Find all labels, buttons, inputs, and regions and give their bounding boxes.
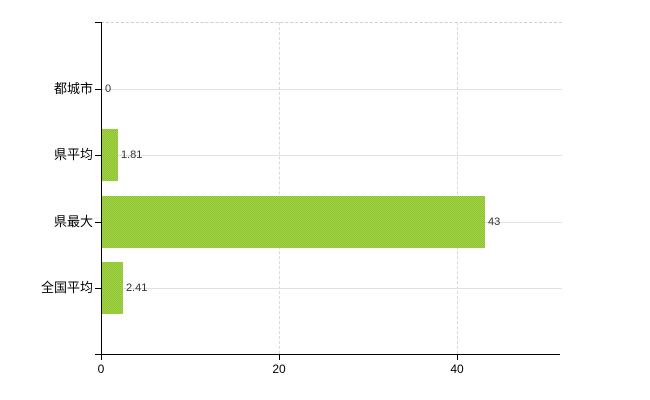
x-tick: [101, 354, 102, 360]
x-tick: [279, 354, 280, 360]
h-gridline: [102, 288, 562, 289]
y-tick: [95, 222, 101, 223]
category-label: 全国平均: [40, 280, 93, 295]
y-tick: [95, 89, 101, 90]
value-label: 1.81: [121, 149, 143, 161]
value-label: 0: [105, 83, 112, 95]
y-tick: [95, 155, 101, 156]
x-tick-label: 40: [450, 362, 464, 376]
h-gridline: [102, 155, 562, 156]
y-tick: [95, 288, 101, 289]
category-label: 県最大: [53, 214, 93, 229]
h-gridline: [102, 89, 562, 90]
x-tick: [457, 354, 458, 360]
x-axis-line: [95, 354, 560, 355]
x-tick-label: 20: [272, 362, 286, 376]
value-label: 43: [488, 216, 501, 228]
value-label: 2.41: [126, 282, 148, 294]
y-axis-end-tick: [95, 22, 101, 23]
v-gridline: [457, 22, 458, 354]
category-label: 都城市: [53, 81, 93, 96]
bar: [102, 129, 118, 181]
plot-top-border: [101, 22, 562, 23]
v-gridline: [279, 22, 280, 354]
bar: [102, 196, 485, 248]
y-axis-line: [101, 22, 102, 355]
x-tick-label: 0: [97, 362, 105, 376]
category-label: 県平均: [53, 147, 93, 162]
bar: [102, 262, 123, 314]
